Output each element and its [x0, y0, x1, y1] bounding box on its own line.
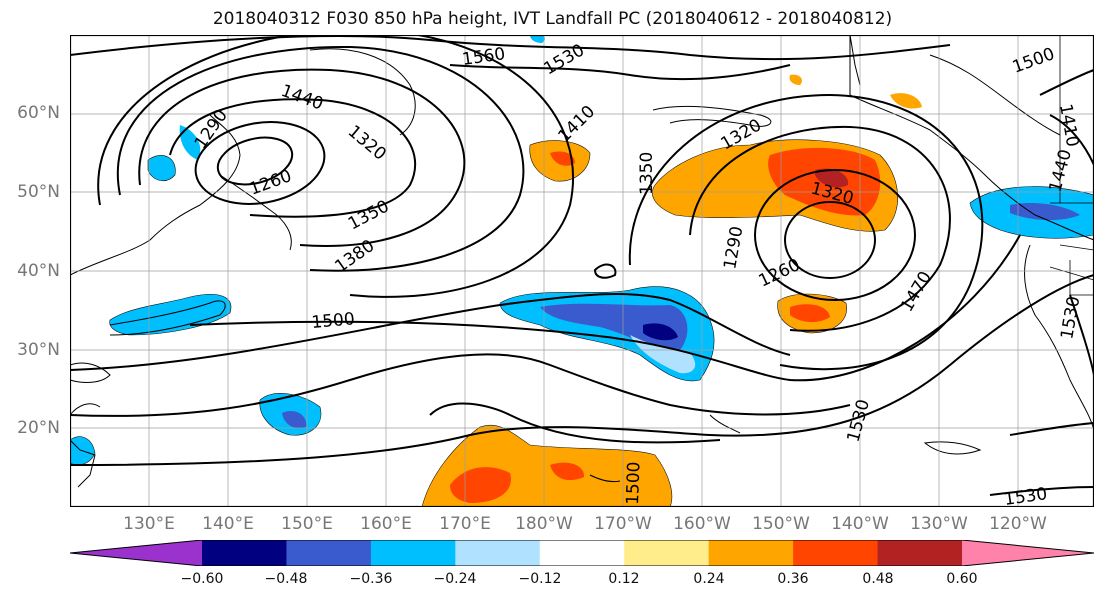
- lon-label: 130°W: [910, 514, 968, 534]
- colorbar-tick-label: −0.24: [433, 571, 477, 587]
- lat-label: 40°N: [17, 261, 60, 281]
- contour-label: 1530: [1003, 484, 1049, 507]
- colorbar-segment: [370, 540, 456, 566]
- contour-label: 1440: [1046, 147, 1077, 194]
- contour-label: 1410: [1055, 102, 1082, 148]
- colorbar-tick-label: 0.36: [777, 571, 809, 587]
- colorbar-tick-label: −0.12: [518, 571, 562, 587]
- height-contours: [70, 35, 1094, 496]
- contour-label: 1500: [623, 461, 644, 505]
- lon-label: 150°E: [281, 514, 333, 534]
- lon-label: 170°W: [594, 514, 652, 534]
- contour-label: 1320: [344, 122, 390, 165]
- contour-label: 1500: [311, 309, 356, 333]
- colorbar-tick-label: 0.12: [608, 571, 640, 587]
- contour-label: 1500: [1010, 44, 1057, 78]
- map-border: [70, 35, 1094, 507]
- colorbar-tick-label: 0.24: [693, 571, 725, 587]
- colorbar-tick-label: 0.60: [946, 571, 978, 587]
- map-panel: 1560 1530 1500 1440 1410 1410 1290 1320 …: [70, 35, 1094, 507]
- contour-label: 1440: [278, 81, 325, 115]
- contour-label: 1350: [637, 152, 657, 195]
- colorbar-segment: [793, 540, 879, 566]
- lon-label: 170°E: [439, 514, 491, 534]
- lat-label: 30°N: [17, 340, 60, 360]
- colorbar-segment: [624, 540, 710, 566]
- colorbar-tick-label: 0.48: [862, 571, 894, 587]
- lon-label: 130°E: [123, 514, 175, 534]
- lon-label: 150°W: [752, 514, 810, 534]
- coastlines: [70, 35, 1094, 488]
- colorbar-tick-label: −0.48: [264, 571, 308, 587]
- colorbar-segment: [202, 540, 287, 566]
- colorbar-segment: [286, 540, 372, 566]
- lon-label: 140°W: [831, 514, 889, 534]
- contour-label: 1260: [247, 166, 294, 200]
- contour-label: 1470: [897, 268, 936, 315]
- lon-label: 160°E: [360, 514, 412, 534]
- contour-label: 1350: [345, 196, 393, 234]
- contour-label: 1530: [1057, 295, 1084, 341]
- contour-labels: 1560 1530 1500 1440 1410 1410 1290 1320 …: [191, 40, 1085, 507]
- colorbar: [70, 540, 1094, 566]
- lon-label: 180°W: [515, 514, 573, 534]
- lat-label: 20°N: [17, 418, 60, 438]
- colorbar-segment: [877, 540, 963, 566]
- contour-label: 1260: [756, 255, 804, 291]
- graticule: [70, 35, 1094, 507]
- lat-label: 50°N: [17, 182, 60, 202]
- colorbar-segment: [455, 540, 541, 566]
- colorbar-segment: [539, 540, 625, 566]
- colorbar-extend-max: [962, 540, 1094, 566]
- map-title: 2018040312 F030 850 hPa height, IVT Land…: [212, 9, 893, 29]
- lat-label: 60°N: [17, 103, 60, 123]
- contour-label: 1530: [844, 397, 875, 444]
- lon-label: 120°W: [989, 514, 1047, 534]
- lon-label: 140°E: [202, 514, 254, 534]
- contour-label: 1290: [720, 225, 747, 271]
- colorbar-tick-label: −0.36: [349, 571, 393, 587]
- ivt-negative-shading: [70, 35, 1094, 466]
- colorbar-extend-min: [70, 540, 202, 566]
- lon-label: 160°W: [673, 514, 731, 534]
- colorbar-tick-label: −0.60: [180, 571, 224, 587]
- colorbar-segment: [708, 540, 794, 566]
